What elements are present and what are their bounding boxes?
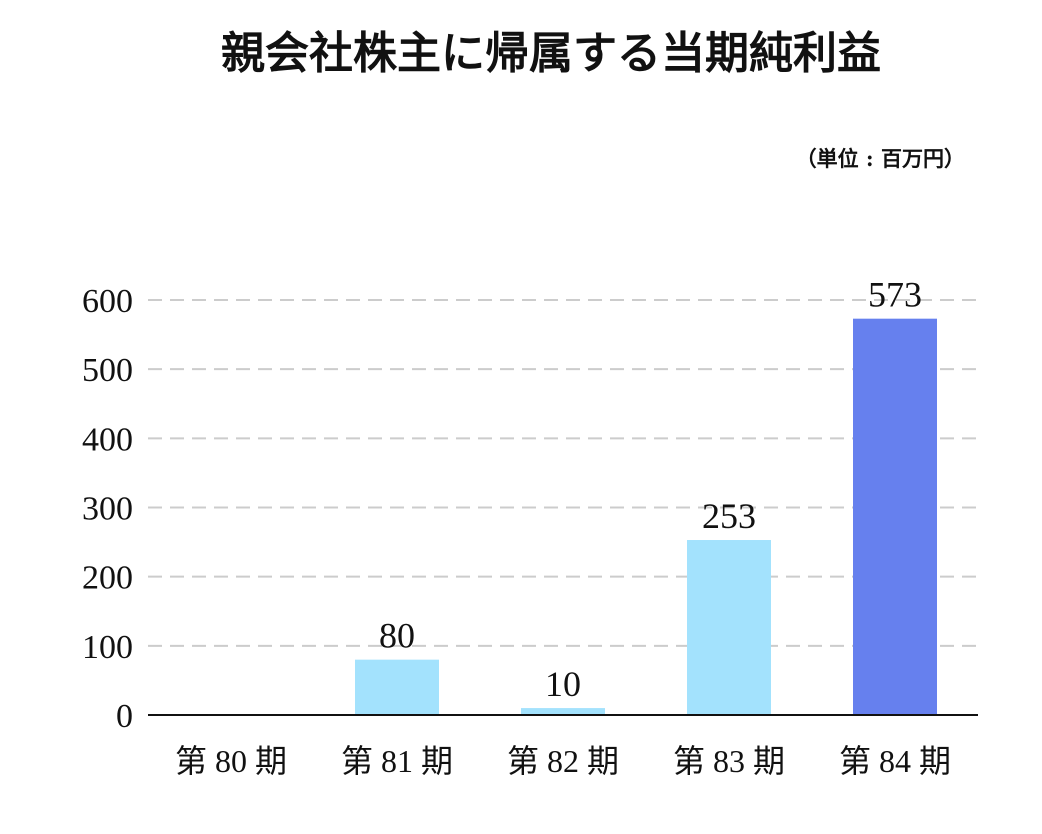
bar (355, 659, 439, 715)
data-label: 80 (379, 616, 415, 656)
data-label: 10 (545, 664, 581, 704)
x-category-label: 第 84 期 (839, 743, 951, 779)
y-tick-label: 200 (82, 560, 133, 597)
x-category-label: 第 81 期 (341, 743, 453, 779)
x-category-label: 第 82 期 (507, 743, 619, 779)
y-tick-label: 400 (82, 421, 133, 458)
unit-label: （単位 : 百万円） (796, 146, 965, 171)
bar (853, 318, 937, 715)
y-tick-label: 300 (82, 491, 133, 528)
y-tick-label: 600 (82, 283, 133, 320)
bar (521, 708, 605, 715)
y-tick-label: 0 (116, 698, 133, 735)
data-label: 253 (702, 496, 756, 536)
bars (355, 318, 937, 715)
chart-title: 親会社株主に帰属する当期純利益 (221, 28, 881, 79)
data-label: 573 (868, 275, 922, 315)
bar (687, 540, 771, 715)
y-axis-ticks: 0 100 200 300 400 500 600 (82, 283, 133, 735)
y-tick-label: 500 (82, 352, 133, 389)
gridlines (148, 299, 978, 647)
data-labels: 80 10 253 573 (379, 275, 922, 704)
x-category-label: 第 80 期 (175, 743, 287, 779)
x-axis-categories: 第 80 期 第 81 期 第 82 期 第 83 期 第 84 期 (175, 743, 951, 779)
y-tick-label: 100 (82, 629, 133, 666)
x-category-label: 第 83 期 (673, 743, 785, 779)
